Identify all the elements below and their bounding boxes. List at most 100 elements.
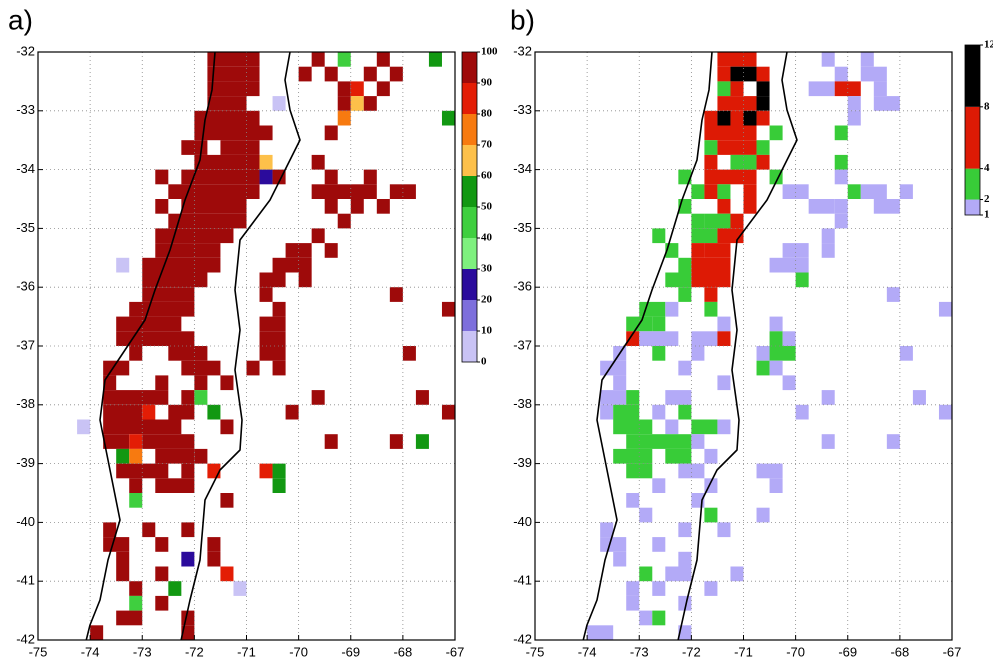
colorbar-tick-label: 10 xyxy=(481,325,493,337)
grid-cell xyxy=(730,110,744,126)
map-outline-b xyxy=(582,52,798,640)
grid-cell xyxy=(704,581,718,596)
colorbar-tick-label: 100 xyxy=(481,46,498,58)
grid-cell xyxy=(311,52,325,67)
grid-cell xyxy=(704,448,718,464)
grid-cell xyxy=(678,463,705,479)
grid-cell xyxy=(756,66,770,82)
grid-cell xyxy=(717,419,731,435)
grid-cell xyxy=(743,199,757,214)
grid-cell xyxy=(155,448,195,464)
y-tick-label: -40 xyxy=(16,514,35,529)
grid-cell xyxy=(626,390,640,405)
grid-cell xyxy=(886,287,900,302)
x-tick-label: -73 xyxy=(133,644,152,659)
grid-cell xyxy=(834,199,848,214)
grid-cell xyxy=(259,287,273,302)
grid-cell xyxy=(834,125,848,141)
grid-cell xyxy=(103,522,117,538)
grid-cell xyxy=(652,478,666,493)
grid-cell xyxy=(194,375,208,391)
panel-a: a) xyxy=(8,4,456,641)
grid-cell xyxy=(691,213,705,229)
grid-cell xyxy=(678,404,692,420)
grid-cell xyxy=(285,404,299,420)
x-tick-label: -69 xyxy=(838,644,857,659)
grid-cell xyxy=(324,243,338,258)
grid-cell xyxy=(324,434,338,449)
colorbar-segment xyxy=(462,300,477,331)
colorbar-frame xyxy=(964,44,981,216)
grid-cell xyxy=(756,154,770,170)
grid-cell xyxy=(717,110,731,126)
grid-cell xyxy=(626,463,653,479)
grid-cell xyxy=(103,537,130,552)
grid-cell xyxy=(155,478,195,493)
grid-cell xyxy=(129,301,195,317)
grid-cell xyxy=(704,154,718,170)
grid-cell xyxy=(756,507,770,523)
grid-cell xyxy=(938,301,952,317)
grid-cell xyxy=(756,110,770,126)
grid-cell xyxy=(129,448,143,464)
grid-cell xyxy=(207,66,260,82)
y-tick-label: -34 xyxy=(16,161,35,176)
grid-cell xyxy=(155,537,169,552)
colorbar-tick-label: 90 xyxy=(481,77,493,89)
grid-cell xyxy=(808,199,835,214)
x-tick-label: -67 xyxy=(943,644,962,659)
grid-cell xyxy=(90,625,104,640)
grid-cell xyxy=(743,110,757,126)
grid-cell xyxy=(428,52,442,67)
grid-cell xyxy=(259,316,286,332)
grid-cell xyxy=(704,110,718,126)
coastline xyxy=(582,52,713,640)
grid-cell xyxy=(756,96,770,111)
x-tick-label: -68 xyxy=(890,644,909,659)
panel-b: b) xyxy=(510,4,953,641)
grid-cell xyxy=(639,507,653,523)
grid-cell xyxy=(389,66,403,82)
grid-cell xyxy=(613,551,627,567)
grid-cell xyxy=(389,287,403,302)
grid-cell xyxy=(717,184,731,199)
grid-cell xyxy=(259,154,273,170)
grid-cell xyxy=(337,96,351,111)
grid-cell xyxy=(600,390,627,405)
panel-label: b) xyxy=(510,4,535,35)
grid-cell xyxy=(899,184,913,199)
grid-cell xyxy=(613,404,640,420)
colorbar-segment xyxy=(462,52,477,83)
colorbar-segment xyxy=(965,106,980,169)
grid-cell xyxy=(847,184,861,199)
grid-cell xyxy=(103,419,182,435)
grid-cell xyxy=(665,390,692,405)
map-outline-a xyxy=(85,52,301,640)
grid-cell xyxy=(233,581,247,596)
grid-cell xyxy=(626,493,640,508)
grid-cell xyxy=(704,169,757,185)
grid-cell xyxy=(207,404,221,420)
grid-cell xyxy=(116,566,130,582)
grid-cell xyxy=(730,66,757,82)
grid-cell xyxy=(181,199,247,214)
grid-cell xyxy=(639,331,679,346)
grid-cell xyxy=(834,213,848,229)
grid-cell xyxy=(847,110,861,126)
grid-cell xyxy=(103,434,130,449)
colorbar-segment xyxy=(462,114,477,145)
grid-cell xyxy=(691,346,705,361)
grid-cell xyxy=(324,66,338,82)
grid-cell xyxy=(678,551,692,567)
grid-cell xyxy=(337,110,351,126)
colorbar-tick-label: 70 xyxy=(481,139,493,151)
grid-cell xyxy=(155,595,169,611)
grid-cell xyxy=(194,154,260,170)
y-tick-label: -33 xyxy=(16,102,35,117)
grid-cell xyxy=(847,96,861,111)
grid-cell xyxy=(717,199,731,214)
grid-cell xyxy=(220,419,234,435)
y-tick-label: -39 xyxy=(16,455,35,470)
grid-cell xyxy=(678,522,692,538)
